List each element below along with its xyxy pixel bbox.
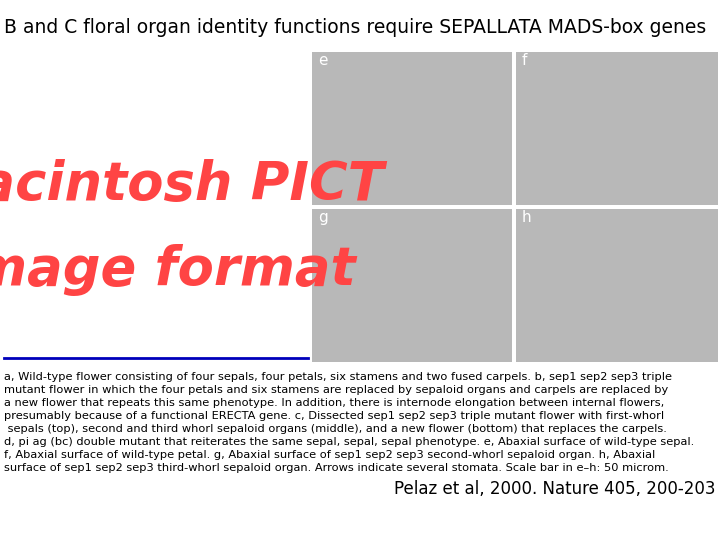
Text: a new flower that repeats this same phenotype. In addition, there is internode e: a new flower that repeats this same phen… — [4, 398, 665, 408]
Text: h: h — [522, 210, 531, 225]
Text: sepals (top), second and third whorl sepaloid organs (middle), and a new flower : sepals (top), second and third whorl sep… — [4, 424, 667, 434]
Text: f: f — [522, 53, 527, 68]
Text: d, pi ag (bc) double mutant that reiterates the same sepal, sepal, sepal phenoty: d, pi ag (bc) double mutant that reitera… — [4, 437, 694, 447]
Text: image format: image format — [0, 244, 356, 296]
Text: Macintosh PICT: Macintosh PICT — [0, 159, 383, 211]
Bar — [516, 209, 718, 362]
Text: surface of sep1 sep2 sep3 third-whorl sepaloid organ. Arrows indicate several st: surface of sep1 sep2 sep3 third-whorl se… — [4, 463, 669, 473]
Text: f, Abaxial surface of wild-type petal. g, Abaxial surface of sep1 sep2 sep3 seco: f, Abaxial surface of wild-type petal. g… — [4, 450, 655, 460]
Text: g: g — [318, 210, 328, 225]
Bar — [312, 209, 512, 362]
Text: Pelaz et al, 2000. Nature 405, 200-203: Pelaz et al, 2000. Nature 405, 200-203 — [395, 480, 716, 498]
Text: a, Wild-type flower consisting of four sepals, four petals, six stamens and two : a, Wild-type flower consisting of four s… — [4, 372, 672, 382]
Text: e: e — [318, 53, 328, 68]
Text: mutant flower in which the four petals and six stamens are replaced by sepaloid : mutant flower in which the four petals a… — [4, 385, 668, 395]
Bar — [516, 52, 718, 205]
Text: presumably because of a functional ERECTA gene. c, Dissected sep1 sep2 sep3 trip: presumably because of a functional ERECT… — [4, 411, 664, 421]
Text: B and C floral organ identity functions require SEPALLATA MADS-box genes: B and C floral organ identity functions … — [4, 18, 706, 37]
Bar — [312, 52, 512, 205]
